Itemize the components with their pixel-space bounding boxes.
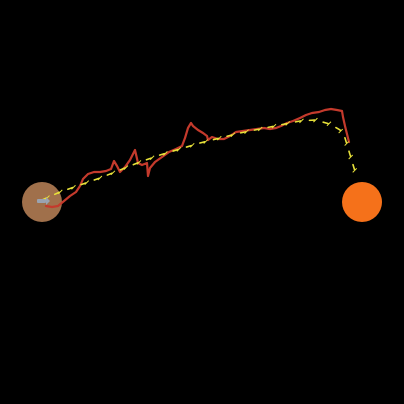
planned-path-tick [244, 129, 249, 135]
planned-path-tick [203, 139, 209, 144]
agent-body [37, 199, 46, 203]
planned-path-tick [299, 118, 304, 124]
planned-path-tick [71, 184, 76, 190]
planned-path-tick [338, 128, 344, 134]
planned-path-tick [285, 121, 291, 126]
agent-arrow-head [46, 197, 50, 205]
planned-trajectory-path [41, 119, 357, 201]
planned-path-tick-marks [45, 117, 358, 200]
planned-path-tick [136, 160, 142, 165]
planned-path-tick [344, 141, 350, 146]
planned-path-tick [163, 151, 168, 156]
planned-path-tick [216, 135, 222, 141]
planned-path-tick [257, 126, 263, 132]
planned-path-tick [348, 154, 354, 160]
planned-path-tick [97, 175, 103, 181]
planned-path-tick [84, 180, 90, 186]
planned-path-tick [271, 123, 277, 129]
planned-path-tick [326, 121, 332, 127]
planned-path-tick [57, 189, 63, 195]
planned-path-tick [176, 146, 182, 152]
goal-marker [342, 182, 382, 222]
agent-arrow-icon [37, 197, 50, 205]
planned-path-tick [123, 165, 129, 170]
planned-path-tick [149, 155, 155, 161]
planned-path-tick [110, 170, 116, 176]
planned-path-tick [189, 142, 195, 148]
planned-path-tick [313, 117, 318, 123]
actual-trajectory-path [44, 107, 351, 209]
planned-path-tick [230, 132, 236, 138]
planned-path-tick [352, 168, 358, 173]
